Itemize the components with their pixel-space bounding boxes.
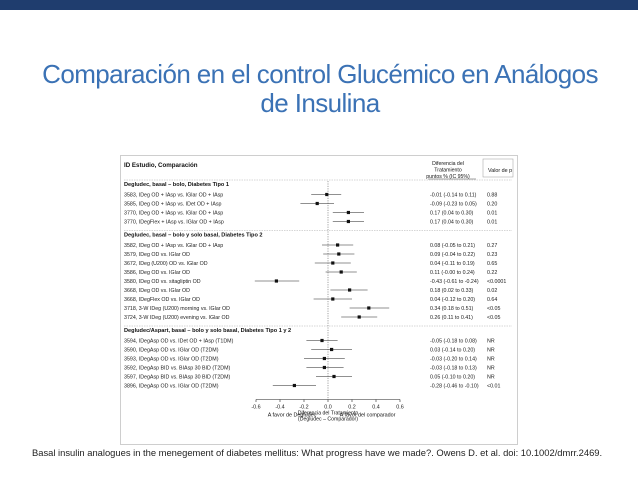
row-p-value: 0.01: [487, 220, 497, 226]
x-tick-label: -0.4: [275, 405, 284, 411]
point-estimate: [331, 261, 335, 265]
x-axis-label: Diferencia del Tratamiento (Degludec – Co…: [298, 411, 359, 423]
row-study-label: 3586, IDeg OD vs. IGlar OD: [124, 270, 190, 276]
row-ci-text: -0.05 (-0.18 to 0.08): [430, 339, 477, 345]
point-estimate: [322, 365, 326, 370]
point-estimate: [274, 279, 278, 283]
point-estimate: [348, 288, 352, 292]
row-p-value: <0.05: [487, 306, 500, 312]
group-label: Degludec/Aspart, basal – bolo y solo bas…: [124, 328, 291, 334]
point-estimate: [322, 356, 326, 361]
top-accent-bar: [0, 0, 638, 10]
row-study-label: 3770, IDegFlex + IAsp vs. IGlar OD + IAs…: [124, 220, 224, 226]
favors-left-label: A favor de Degludec: [268, 413, 317, 419]
point-estimate: [346, 219, 350, 224]
row-p-value: 0.23: [487, 252, 497, 258]
row-study-label: 3770, IDeg OD + IAsp vs. IGlar OD + IAsp: [124, 211, 223, 217]
point-estimate: [332, 374, 336, 379]
x-tick-label: -0.6: [251, 405, 260, 411]
row-study-label: 3593, IDegAsp OD vs. IGlar OD (T2DM): [124, 357, 219, 363]
row-p-value: NR: [487, 357, 495, 363]
row-ci-text: -0.43 (-0.61 to -0.24): [430, 279, 479, 285]
point-estimate: [331, 297, 335, 301]
x-tick-label: -0.2: [299, 405, 308, 411]
row-p-value: 0.64: [487, 297, 497, 303]
row-study-label: 3590, IDegAsp OD vs. IGlar OD (T2DM): [124, 348, 219, 354]
row-p-value: NR: [487, 366, 495, 372]
row-ci-text: -0.09 (-0.23 to 0.05): [430, 202, 477, 208]
row-ci-text: 0.05 (-0.10 to 0.20): [430, 375, 475, 381]
row-p-value: <0.01: [487, 384, 500, 390]
row-study-label: 3718, 3-W IDeg (U200) morning vs. IGlar …: [124, 306, 230, 312]
header-p-box: [482, 158, 514, 178]
x-tick-label: 0.4: [372, 405, 380, 411]
row-ci-text: 0.04 (-0.11 to 0.19): [430, 261, 475, 267]
row-ci-text: -0.28 (-0.46 to -0.10): [430, 384, 479, 390]
row-study-label: 3668, IDeg OD vs. IGlar OD: [124, 288, 190, 294]
row-study-label: 3594, IDegAsp OD vs. IDet OD + IAsp (T1D…: [124, 339, 234, 345]
row-study-label: 3580, IDeg OD vs. sitagliptin OD: [124, 279, 201, 285]
row-study-label: 3597, IDegAsp BID vs. BIAsp 30 BID (T2DM…: [124, 375, 231, 381]
row-p-value: <0.05: [487, 315, 500, 321]
row-study-label: 3724, 3-W IDeg (U200) evening vs. IGlar …: [124, 315, 230, 321]
row-p-value: 0.88: [487, 193, 497, 199]
row-ci-text: 0.09 (-0.04 to 0.22): [430, 252, 475, 258]
point-estimate: [330, 347, 334, 352]
header-diff: Diferencia del Tratamiento puntos % (IC 95…: [426, 161, 470, 180]
row-study-label: 3579, IDeg OD vs. IGlar OD: [124, 252, 190, 258]
row-study-label: 3582, IDeg OD + IAsp vs. IGlar OD + IAsp: [124, 243, 223, 249]
point-estimate: [367, 306, 371, 310]
row-ci-text: 0.18 (0.02 to 0.33): [430, 288, 474, 294]
row-p-value: NR: [487, 375, 495, 381]
point-estimate: [320, 338, 324, 343]
row-p-value: 0.01: [487, 211, 497, 217]
point-estimate: [336, 243, 340, 247]
group-label: Degludec, basal – bolo y solo basal, Dia…: [124, 233, 263, 239]
point-estimate: [357, 315, 361, 319]
x-tick-label: 0.6: [396, 405, 404, 411]
row-p-value: <0.0001: [487, 279, 506, 285]
group-label: Degludec, basal – bolo, Diabetes Tipo 1: [124, 182, 229, 188]
plot-frame: [120, 155, 518, 445]
row-p-value: 0.20: [487, 202, 497, 208]
row-ci-text: -0.03 (-0.20 to 0.14): [430, 357, 477, 363]
row-p-value: NR: [487, 348, 495, 354]
row-p-value: 0.22: [487, 270, 497, 276]
point-estimate: [346, 210, 350, 215]
point-estimate: [339, 270, 343, 274]
point-estimate: [292, 383, 296, 388]
row-p-value: 0.02: [487, 288, 497, 294]
row-study-label: 3668, IDegFlex OD vs. IGlar OD: [124, 297, 200, 303]
row-ci-text: -0.03 (-0.18 to 0.13): [430, 366, 477, 372]
row-p-value: 0.27: [487, 243, 497, 249]
row-ci-text: 0.08 (-0.05 to 0.21): [430, 243, 475, 249]
row-ci-text: 0.17 (0.04 to 0.30): [430, 211, 474, 217]
row-study-label: 3896, IDegAsp OD vs. IGlar OD (T2DM): [124, 384, 219, 390]
x-tick-label: 0.2: [348, 405, 356, 411]
caption-citation: Basal insulin analogues in the menegemen…: [32, 447, 603, 458]
row-study-label: 3583, IDeg OD + IAsp vs. IGlar OD + IAsp: [124, 193, 223, 199]
row-p-value: NR: [487, 339, 495, 345]
row-ci-text: 0.34 (0.18 to 0.51): [430, 306, 474, 312]
row-study-label: 3672, IDeg (U200) OD vs. IGlar OD: [124, 261, 208, 267]
slide-title: Comparación en el control Glucémico en A…: [42, 59, 598, 118]
row-study-label: 3585, IDeg OD + IAsp vs. IDet OD + IAsp: [124, 202, 222, 208]
row-ci-text: -0.01 (-0.14 to 0.11): [430, 193, 477, 199]
point-estimate: [325, 192, 329, 197]
row-ci-text: 0.03 (-0.14 to 0.20): [430, 348, 475, 354]
row-ci-text: 0.11 (-0.00 to 0.24): [430, 270, 475, 276]
row-ci-text: 0.17 (0.04 to 0.30): [430, 220, 474, 226]
row-ci-text: 0.26 (0.11 to 0.41): [430, 315, 473, 321]
forest-plot: ID Estudio, Comparación Diferencia del Tra…: [120, 155, 518, 445]
row-study-label: 3592, IDegAsp BID vs. BIAsp 30 BID (T2DM…: [124, 366, 231, 372]
row-ci-text: 0.04 (-0.12 to 0.20): [430, 297, 475, 303]
favors-right-label: A favor del comparador: [340, 413, 396, 419]
point-estimate: [315, 201, 319, 206]
point-estimate: [337, 252, 341, 256]
row-p-value: 0.65: [487, 261, 497, 267]
x-tick-label: 0.0: [324, 405, 332, 411]
header-p: Valor de p: [488, 168, 512, 174]
header-study: ID Estudio, Comparación: [124, 162, 198, 169]
